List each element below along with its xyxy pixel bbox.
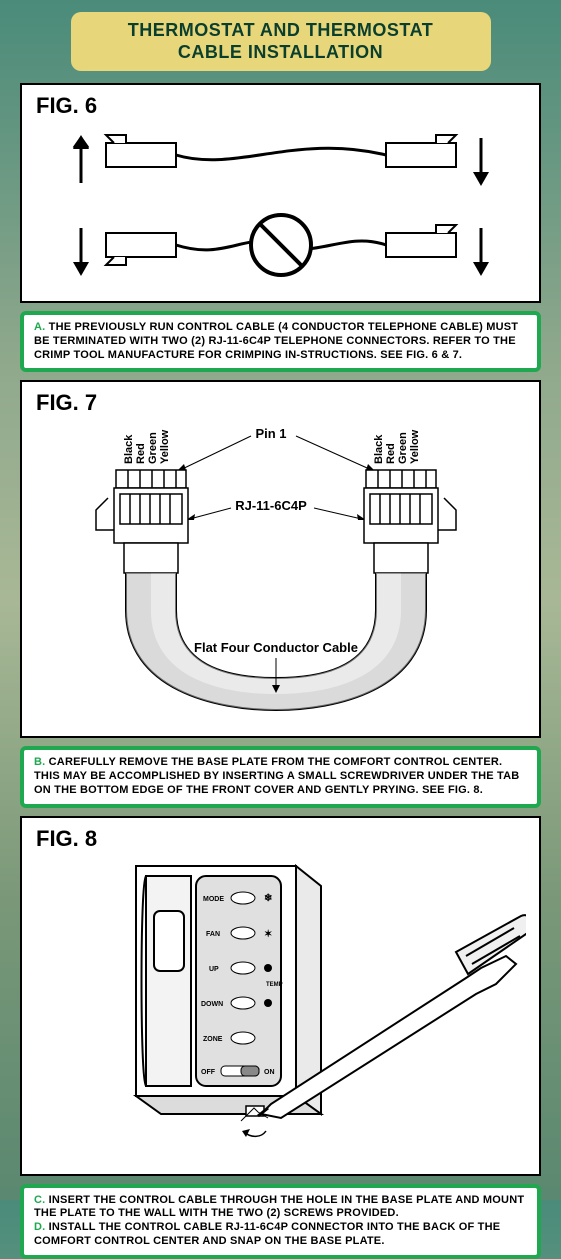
callout-d-text: INSTALL THE CONTROL CABLE RJ-11-6C4P CON… xyxy=(34,1221,500,1247)
svg-text:ZONE: ZONE xyxy=(203,1036,223,1043)
callout-c-text: INSERT THE CONTROL CABLE THROUGH THE HOL… xyxy=(34,1194,524,1220)
svg-text:Flat Four Conductor Cable: Flat Four Conductor Cable xyxy=(194,640,358,655)
svg-text:Black: Black xyxy=(123,434,135,464)
title-box: THERMOSTAT AND THERMOSTAT CABLE INSTALLA… xyxy=(71,12,491,71)
svg-text:UP: UP xyxy=(209,966,219,973)
svg-text:Green: Green xyxy=(147,432,159,464)
callout-b-text: CAREFULLY REMOVE THE BASE PLATE FROM THE… xyxy=(34,756,519,796)
svg-text:DOWN: DOWN xyxy=(201,1001,223,1008)
svg-text:Red: Red xyxy=(385,444,397,465)
svg-text:❄: ❄ xyxy=(264,893,272,904)
figure-8-diagram: MODE ❄ FAN ✶ UP TEMP DOWN ZONE xyxy=(36,856,526,1166)
callout-cd: C. INSERT THE CONTROL CABLE THROUGH THE … xyxy=(20,1184,541,1259)
figure-7-diagram: Black Red Green Yellow Black Red Green Y… xyxy=(36,420,526,720)
svg-text:Pin 1: Pin 1 xyxy=(255,426,286,441)
callout-b: B. CAREFULLY REMOVE THE BASE PLATE FROM … xyxy=(20,746,541,807)
svg-text:OFF: OFF xyxy=(201,1069,216,1076)
svg-text:TEMP: TEMP xyxy=(266,982,283,988)
figure-6-diagram xyxy=(36,123,526,293)
figure-6-label: FIG. 6 xyxy=(36,93,525,119)
figure-7-panel: FIG. 7 Black Red Green Yellow Black Red … xyxy=(20,380,541,738)
svg-text:RJ-11-6C4P: RJ-11-6C4P xyxy=(235,498,307,513)
figure-6-panel: FIG. 6 xyxy=(20,83,541,303)
callout-a-text: THE PREVIOUSLY RUN CONTROL CABLE (4 COND… xyxy=(34,321,518,361)
svg-text:Yellow: Yellow xyxy=(409,430,421,465)
figure-8-panel: FIG. 8 MODE ❄ FAN xyxy=(20,816,541,1176)
svg-text:✶: ✶ xyxy=(264,929,272,940)
svg-text:Green: Green xyxy=(397,432,409,464)
callout-b-lead: B. xyxy=(34,756,45,768)
svg-text:Black: Black xyxy=(373,434,385,464)
svg-text:Yellow: Yellow xyxy=(159,430,171,465)
figure-8-label: FIG. 8 xyxy=(36,826,525,852)
svg-text:ON: ON xyxy=(264,1069,275,1076)
svg-text:MODE: MODE xyxy=(203,896,224,903)
page-title: THERMOSTAT AND THERMOSTAT CABLE INSTALLA… xyxy=(101,20,461,63)
callout-d-lead: D. xyxy=(34,1221,45,1233)
svg-text:FAN: FAN xyxy=(206,931,220,938)
callout-a: A. THE PREVIOUSLY RUN CONTROL CABLE (4 C… xyxy=(20,311,541,372)
callout-a-lead: A. xyxy=(34,321,45,333)
svg-text:Red: Red xyxy=(135,444,147,465)
figure-7-label: FIG. 7 xyxy=(36,390,525,416)
